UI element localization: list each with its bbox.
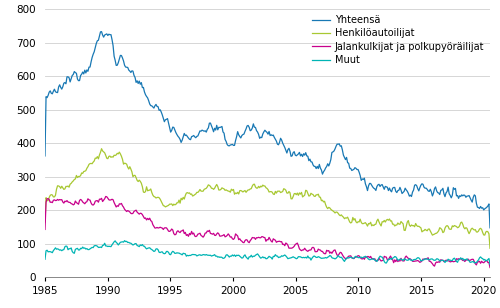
- Muut: [232, 253, 237, 257]
- Line: Muut: Muut: [45, 241, 490, 264]
- Muut: [122, 239, 128, 242]
- Jalankulkijat ja polkupyöräilijat: [84, 200, 90, 204]
- Yhteensä: [84, 68, 90, 72]
- Jalankulkijat ja polkupyöräilijat: [131, 209, 137, 213]
- Henkilöautoilijat: [222, 188, 228, 192]
- Henkilöautoilijat: [487, 246, 493, 250]
- Yhteensä: [98, 30, 104, 34]
- Line: Jalankulkijat ja polkupyöräilijat: Jalankulkijat ja polkupyöräilijat: [45, 197, 490, 268]
- Jalankulkijat ja polkupyöräilijat: [487, 266, 493, 270]
- Muut: [487, 262, 493, 266]
- Muut: [131, 243, 137, 246]
- Jalankulkijat ja polkupyöräilijat: [102, 195, 108, 198]
- Henkilöautoilijat: [436, 229, 442, 233]
- Yhteensä: [436, 191, 442, 195]
- Jalankulkijat ja polkupyöräilijat: [441, 260, 447, 263]
- Henkilöautoilijat: [131, 173, 137, 177]
- Muut: [441, 259, 447, 262]
- Henkilöautoilijat: [42, 220, 48, 224]
- Yhteensä: [222, 138, 228, 141]
- Jalankulkijat ja polkupyöräilijat: [436, 260, 442, 264]
- Henkilöautoilijat: [98, 147, 104, 151]
- Yhteensä: [441, 192, 447, 196]
- Yhteensä: [487, 226, 493, 230]
- Muut: [222, 255, 228, 259]
- Muut: [84, 247, 90, 250]
- Jalankulkijat ja polkupyöräilijat: [222, 235, 228, 239]
- Jalankulkijat ja polkupyöräilijat: [42, 228, 48, 231]
- Line: Yhteensä: Yhteensä: [45, 32, 490, 228]
- Muut: [42, 257, 48, 261]
- Legend: Yhteensä, Henkilöautoilijat, Jalankulkijat ja polkupyöräilijat, Muut: Yhteensä, Henkilöautoilijat, Jalankulkij…: [308, 11, 488, 69]
- Henkilöautoilijat: [441, 230, 447, 234]
- Yhteensä: [42, 154, 48, 158]
- Yhteensä: [232, 144, 237, 147]
- Jalankulkijat ja polkupyöräilijat: [232, 236, 237, 240]
- Henkilöautoilijat: [84, 166, 90, 170]
- Henkilöautoilijat: [232, 192, 237, 196]
- Yhteensä: [131, 74, 137, 77]
- Muut: [436, 258, 442, 261]
- Line: Henkilöautoilijat: Henkilöautoilijat: [45, 149, 490, 248]
